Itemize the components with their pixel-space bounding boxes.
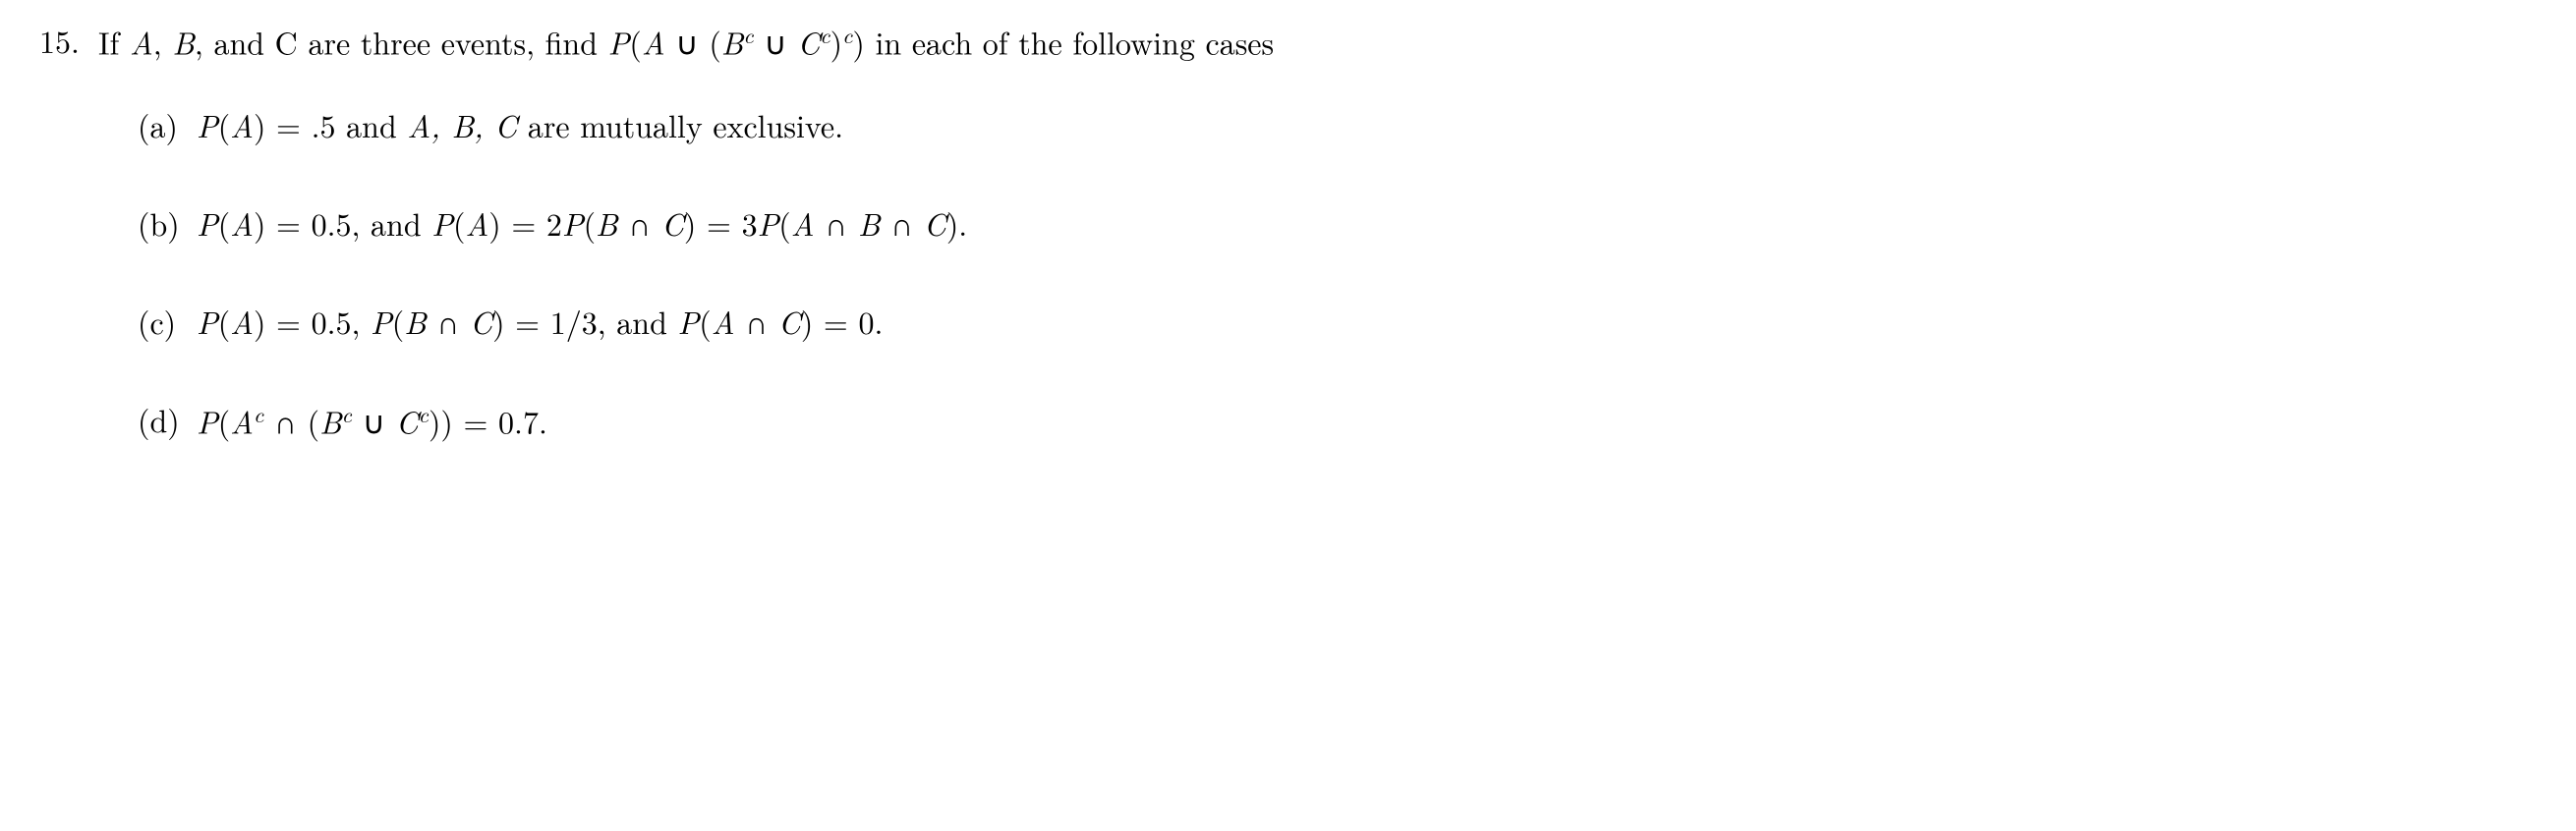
text: , — [153, 21, 173, 65]
text: )) = 0.7. — [429, 400, 547, 444]
text: are mutually exclusive. — [517, 103, 843, 147]
complement: c — [842, 20, 852, 50]
var-A: A — [791, 201, 815, 246]
paren: ( — [218, 103, 230, 147]
text: ) = 0. — [801, 300, 884, 344]
problem-statement: If A, B, and C are three events, find P(… — [98, 20, 2537, 65]
var-B: B — [721, 21, 744, 65]
part-a-label: (a) — [138, 104, 197, 148]
part-b-label: (b) — [138, 202, 197, 247]
part-c-content: P(A) = 0.5, P(B ∩ C) = 1/3, and P(A ∩ C)… — [197, 301, 2537, 345]
op-union: ∪ — [754, 21, 798, 65]
text: ) = 1/3, and — [492, 300, 677, 344]
part-c: (c) P(A) = 0.5, P(B ∩ C) = 1/3, and P(A … — [138, 301, 2537, 345]
fn-P: P — [197, 103, 218, 147]
part-a-content: P(A) = .5 and A, B, C are mutually exclu… — [197, 104, 2537, 148]
part-d-label: (d) — [138, 399, 197, 443]
fn-P: P — [678, 300, 700, 344]
complement: c — [254, 399, 263, 429]
problem-container: 15. If A, B, and C are three events, fin… — [39, 20, 2537, 444]
vars-ABC: A, B, C — [407, 103, 517, 147]
part-d-content: P(Ac ∩ (Bc ∪ Cc)) = 0.7. — [197, 399, 2537, 444]
op-intersect: ∩ — [815, 201, 858, 246]
fn-P: P — [197, 400, 218, 444]
paren: ( — [218, 201, 230, 246]
fn-P: P — [562, 201, 584, 246]
var-B: B — [404, 300, 427, 344]
var-B: B — [596, 201, 618, 246]
var-A: A — [712, 300, 735, 344]
var-C: C — [661, 201, 684, 246]
op-intersect: ∩ ( — [263, 400, 319, 444]
var-A: A — [465, 201, 488, 246]
text: ). — [946, 201, 967, 246]
op-union: ∪ ( — [665, 21, 721, 65]
var-C: C — [924, 201, 946, 246]
text: ) = 0.5, — [254, 300, 371, 344]
paren: ( — [629, 21, 641, 65]
var-C: C — [396, 400, 419, 444]
op-intersect: ∩ — [427, 300, 470, 344]
part-a: (a) P(A) = .5 and A, B, C are mutually e… — [138, 104, 2537, 148]
paren: ( — [584, 201, 596, 246]
part-b-content: P(A) = 0.5, and P(A) = 2P(B ∩ C) = 3P(A … — [197, 202, 2537, 247]
text: ) = 3 — [684, 201, 758, 246]
fn-P: P — [758, 201, 779, 246]
var-A: A — [642, 21, 665, 65]
fn-P: P — [431, 201, 453, 246]
part-d: (d) P(Ac ∩ (Bc ∪ Cc)) = 0.7. — [138, 399, 2537, 444]
fn-P: P — [197, 201, 218, 246]
text: ) = 2 — [488, 201, 562, 246]
op-intersect: ∩ — [734, 300, 777, 344]
var-B: B — [319, 400, 342, 444]
op-union: ∪ — [352, 400, 396, 444]
complement: c — [743, 20, 753, 50]
var-C: C — [470, 300, 492, 344]
paren: ( — [453, 201, 465, 246]
var-A: A — [230, 201, 254, 246]
var-A: A — [230, 300, 254, 344]
complement: c — [419, 399, 429, 429]
var-A: A — [230, 103, 254, 147]
paren: ( — [218, 300, 230, 344]
paren: ( — [392, 300, 404, 344]
paren: ( — [699, 300, 711, 344]
var-A: A — [130, 21, 153, 65]
text: If — [98, 21, 130, 65]
paren: ( — [778, 201, 790, 246]
complement: c — [342, 399, 352, 429]
paren: ) — [830, 21, 842, 65]
fn-P: P — [371, 300, 392, 344]
text: ) = 0.5, and — [254, 201, 431, 246]
op-intersect: ∩ — [880, 201, 923, 246]
fn-P: P — [608, 21, 630, 65]
var-B: B — [858, 201, 881, 246]
text: ) = .5 and — [254, 103, 407, 147]
var-A: A — [230, 400, 254, 444]
problem-content: If A, B, and C are three events, find P(… — [98, 20, 2537, 444]
op-intersect: ∩ — [618, 201, 661, 246]
problem-number: 15. — [39, 20, 98, 64]
text: , and C are three events, find — [195, 21, 608, 65]
complement: c — [820, 20, 830, 50]
var-C: C — [797, 21, 820, 65]
part-b: (b) P(A) = 0.5, and P(A) = 2P(B ∩ C) = 3… — [138, 202, 2537, 247]
var-C: C — [778, 300, 801, 344]
fn-P: P — [197, 300, 218, 344]
var-B: B — [172, 21, 195, 65]
paren: ( — [218, 400, 230, 444]
part-c-label: (c) — [138, 301, 197, 345]
text: ) in each of the following cases — [852, 21, 1274, 65]
